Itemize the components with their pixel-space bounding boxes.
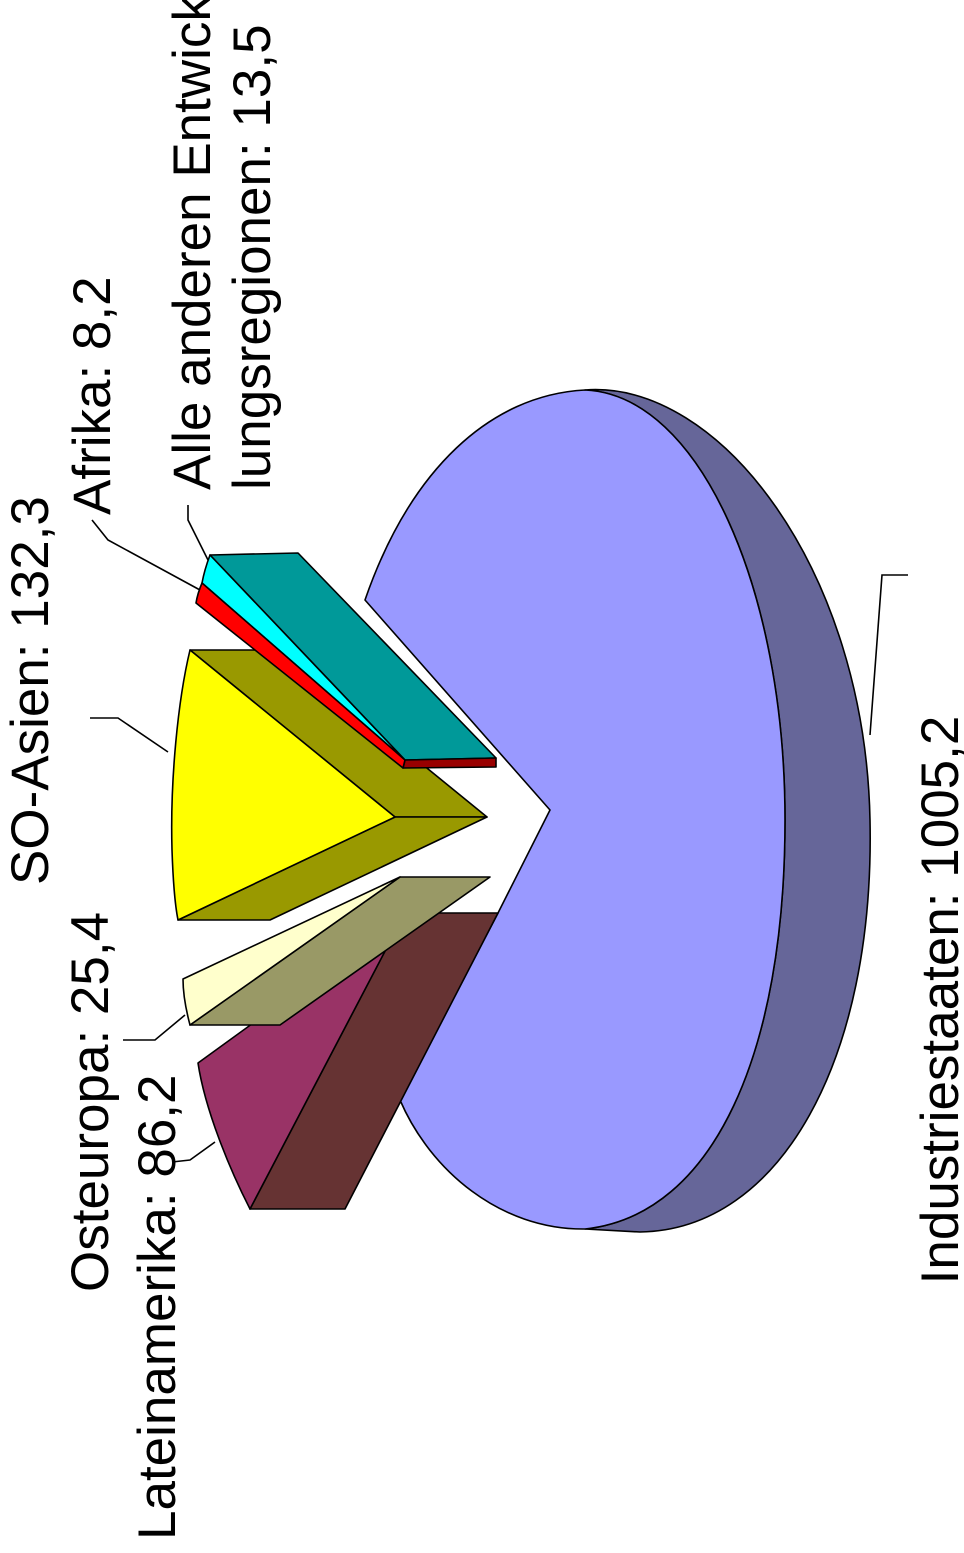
slice-so-asien xyxy=(170,649,488,921)
leader-osteuropa xyxy=(123,1014,186,1041)
label-lateinamerika: Lateinamerika: 86,2 xyxy=(128,1074,187,1540)
slice-osteuropa xyxy=(182,876,491,1026)
label-alle-anderen-line-2: lungsregionen: 13,5 xyxy=(223,24,282,490)
slice-industriestaaten xyxy=(364,388,871,1233)
label-so-asien: SO-Asien: 132,3 xyxy=(1,496,60,885)
slice-lateinamerika-top xyxy=(197,912,406,1210)
label-alle-anderen-line-1: Alle anderen Entwick- xyxy=(163,0,222,490)
leader-afrika xyxy=(91,519,201,591)
slice-afrika-top xyxy=(195,582,406,769)
label-afrika: Afrika: 8,2 xyxy=(63,276,122,515)
leader-industriestaaten xyxy=(869,574,908,736)
slice-osteuropa-top xyxy=(182,876,401,1026)
leader-alle-anderen xyxy=(187,505,209,561)
slice-industriestaaten-top xyxy=(364,389,786,1230)
label-osteuropa: Osteuropa: 25,4 xyxy=(61,912,120,1292)
slice-so-asien-top xyxy=(170,649,396,921)
slice-afrika xyxy=(195,582,497,769)
leader-so-asien xyxy=(90,717,169,753)
label-industriestaaten: Industriestaaten: 1005,2 xyxy=(911,716,964,1285)
slice-afrika-side xyxy=(402,757,497,769)
slice-alle-anderen xyxy=(201,552,497,761)
leader-lateinamerika xyxy=(171,1141,216,1163)
